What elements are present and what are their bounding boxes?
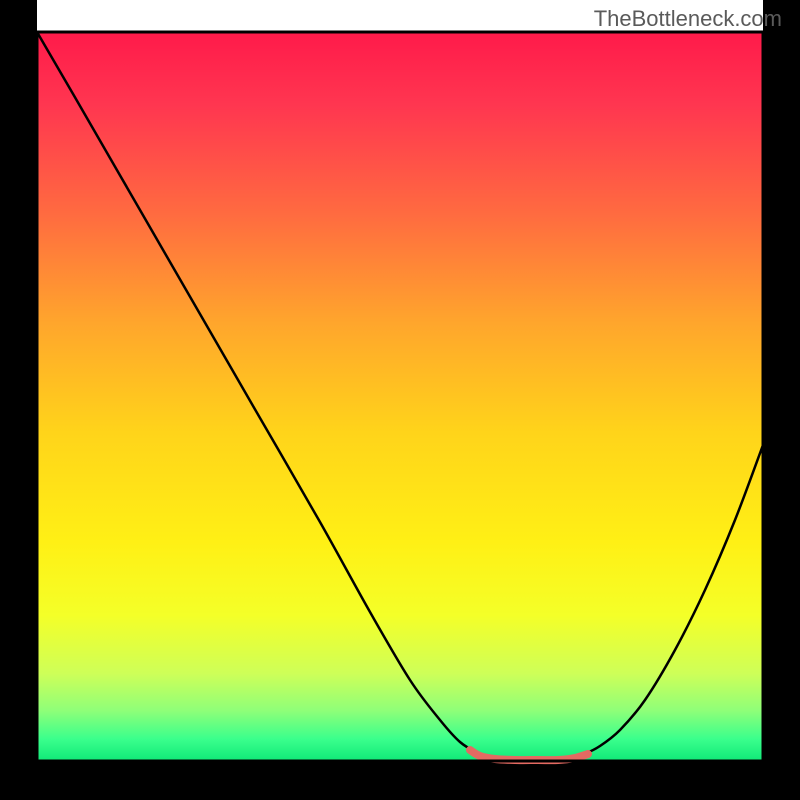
watermark-text: TheBottleneck.com [594,6,782,32]
chart-container: TheBottleneck.com [0,0,800,800]
bottleneck-chart [0,0,800,800]
